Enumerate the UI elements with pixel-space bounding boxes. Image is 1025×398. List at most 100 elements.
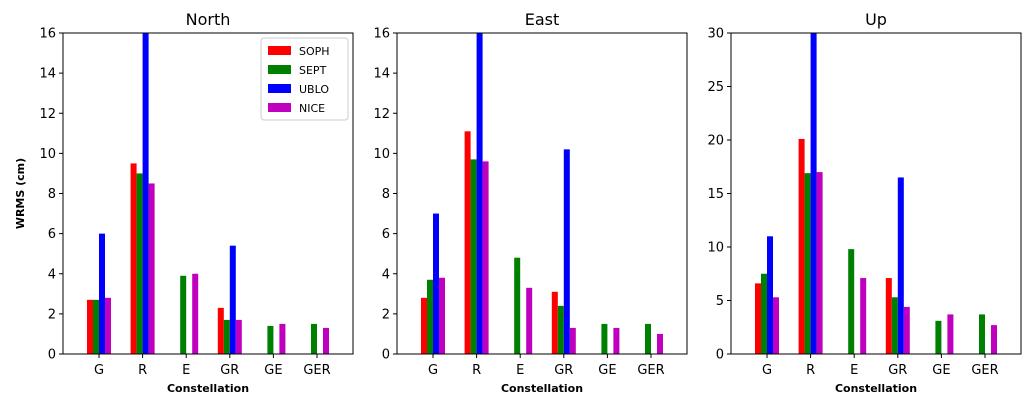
- bar-ublo-g: [767, 236, 773, 354]
- bar-sept-gr: [223, 319, 230, 354]
- y-tick-label: 0: [48, 348, 56, 363]
- x-tick-label: GER: [637, 363, 664, 378]
- bar-ublo-r: [810, 33, 817, 354]
- bar-sept-g: [427, 279, 433, 354]
- bar-sept-ger: [645, 323, 651, 354]
- bar-nice-e: [192, 273, 199, 354]
- bar-sept-ge: [935, 320, 942, 354]
- bar-nice-r: [148, 183, 155, 354]
- x-tick-label: E: [182, 363, 190, 378]
- bar-sept-e: [848, 249, 855, 354]
- y-tick-label: 16: [373, 27, 390, 42]
- bar-sept-r: [136, 173, 143, 354]
- bar-sept-gr: [557, 305, 564, 354]
- legend-swatch-sept: [268, 65, 291, 74]
- bar-soph-gr: [217, 307, 224, 354]
- bar-nice-g: [439, 277, 445, 354]
- bar-sept-r: [804, 173, 811, 354]
- bar-soph-r: [464, 131, 471, 354]
- bar-soph-g: [87, 299, 93, 354]
- bar-nice-e: [860, 278, 867, 354]
- bar-soph-gr: [885, 278, 892, 354]
- legend-box: [260, 37, 349, 121]
- y-tick-label: 5: [716, 294, 724, 309]
- x-tick-label: G: [94, 363, 104, 378]
- x-tick-label: GR: [888, 363, 907, 378]
- bar-nice-r: [482, 161, 489, 354]
- legend-label-sept: SEPT: [299, 64, 327, 77]
- bar-nice-ge: [947, 314, 954, 354]
- bar-nice-ger: [657, 333, 663, 354]
- y-tick-label: 8: [382, 187, 390, 202]
- x-axis-label: Constellation: [835, 382, 917, 395]
- legend-swatch-soph: [268, 46, 291, 55]
- x-tick-label: E: [516, 363, 524, 378]
- bar-sept-e: [180, 275, 187, 354]
- bar-nice-r: [816, 172, 823, 354]
- bar-ublo-gr: [229, 245, 236, 354]
- x-tick-label: R: [472, 363, 481, 378]
- y-tick-label: 14: [373, 67, 390, 82]
- y-tick-label: 30: [707, 27, 724, 42]
- bar-nice-gr: [903, 306, 910, 354]
- bars: [87, 33, 329, 354]
- bar-sept-ger: [311, 323, 317, 354]
- y-tick-label: 2: [382, 307, 390, 322]
- bars: [755, 33, 997, 354]
- y-axis-label: WRMS (cm): [14, 158, 27, 229]
- bar-sept-ger: [979, 314, 985, 354]
- bar-sept-ge: [267, 325, 274, 354]
- bar-nice-g: [105, 297, 111, 354]
- x-tick-label: GE: [598, 363, 616, 378]
- chart-title: East: [525, 10, 560, 29]
- bar-nice-ge: [279, 323, 286, 354]
- x-tick-label: GE: [264, 363, 282, 378]
- y-tick-label: 4: [382, 267, 390, 282]
- y-tick-label: 10: [373, 147, 390, 162]
- y-tick-label: 16: [39, 27, 56, 42]
- y-tick-label: 4: [48, 267, 56, 282]
- y-tick-label: 15: [707, 187, 724, 202]
- y-tick-label: 0: [716, 348, 724, 363]
- bar-sept-r: [470, 159, 477, 354]
- y-tick-label: 6: [48, 227, 56, 242]
- x-tick-label: GER: [971, 363, 998, 378]
- bars: [421, 33, 663, 354]
- x-tick-label: GE: [932, 363, 950, 378]
- bar-soph-g: [755, 283, 761, 354]
- bar-nice-e: [526, 287, 533, 354]
- x-tick-label: GER: [303, 363, 330, 378]
- bar-ublo-g: [433, 213, 439, 354]
- bar-ublo-g: [99, 233, 105, 354]
- bar-soph-r: [798, 138, 805, 354]
- legend-swatch-nice: [268, 103, 291, 112]
- x-tick-label: G: [762, 363, 772, 378]
- y-tick-label: 8: [48, 187, 56, 202]
- x-tick-label: GR: [554, 363, 573, 378]
- x-axis-label: Constellation: [167, 382, 249, 395]
- x-tick-label: G: [428, 363, 438, 378]
- bar-nice-ger: [323, 327, 329, 354]
- legend-label-soph: SOPH: [299, 45, 330, 58]
- x-tick-label: R: [138, 363, 147, 378]
- bar-ublo-gr: [897, 177, 904, 354]
- bar-sept-ge: [601, 323, 608, 354]
- bar-ublo-r: [142, 33, 149, 354]
- x-tick-label: R: [806, 363, 815, 378]
- bar-ublo-r: [476, 33, 483, 354]
- bar-nice-g: [773, 297, 779, 354]
- legend-label-ublo: UBLO: [299, 83, 329, 96]
- legend: SOPH SEPT UBLO NICE: [260, 37, 349, 121]
- bar-nice-gr: [569, 327, 576, 354]
- y-tick-label: 12: [373, 107, 390, 122]
- chart-title: Up: [865, 10, 887, 29]
- bar-soph-gr: [551, 291, 558, 354]
- x-tick-label: E: [850, 363, 858, 378]
- y-tick-label: 10: [707, 241, 724, 256]
- y-tick-label: 2: [48, 307, 56, 322]
- bar-sept-g: [761, 273, 767, 354]
